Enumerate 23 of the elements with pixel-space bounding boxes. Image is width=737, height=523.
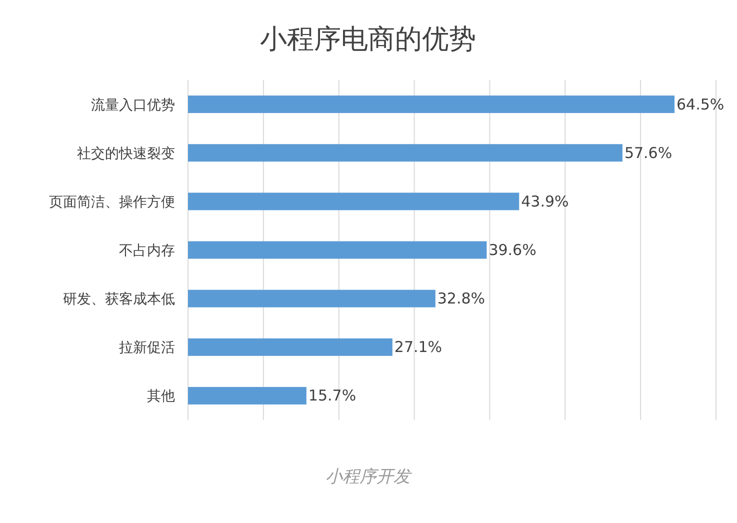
data-label: 27.1%	[394, 338, 442, 356]
text: 小程序开发	[326, 467, 412, 487]
bar	[188, 290, 436, 308]
data-label: 32.8%	[437, 290, 486, 308]
bar	[188, 96, 675, 114]
y-tick-label: 拉新促活	[119, 340, 175, 356]
y-tick-label: 其他	[147, 388, 175, 405]
bar	[188, 338, 392, 356]
bar	[188, 192, 520, 210]
y-tick-label: 流量入口优势	[91, 97, 175, 114]
bar	[188, 241, 487, 259]
y-tick-label: 社交的快速裂变	[77, 146, 175, 162]
data-label: 15.7%	[308, 386, 356, 405]
chart-title: 小程序电商的优势	[260, 24, 476, 55]
y-tick-label: 研发、获客成本低	[63, 292, 175, 308]
bar	[188, 144, 622, 162]
data-label: 64.5%	[676, 95, 724, 114]
data-label: 57.6%	[624, 144, 672, 162]
y-tick-label: 页面简洁、操作方便	[49, 194, 175, 210]
data-label: 43.9%	[521, 192, 569, 210]
data-label: 39.6%	[488, 241, 536, 259]
bar	[188, 386, 306, 404]
y-tick-label: 不占内存	[119, 243, 175, 259]
